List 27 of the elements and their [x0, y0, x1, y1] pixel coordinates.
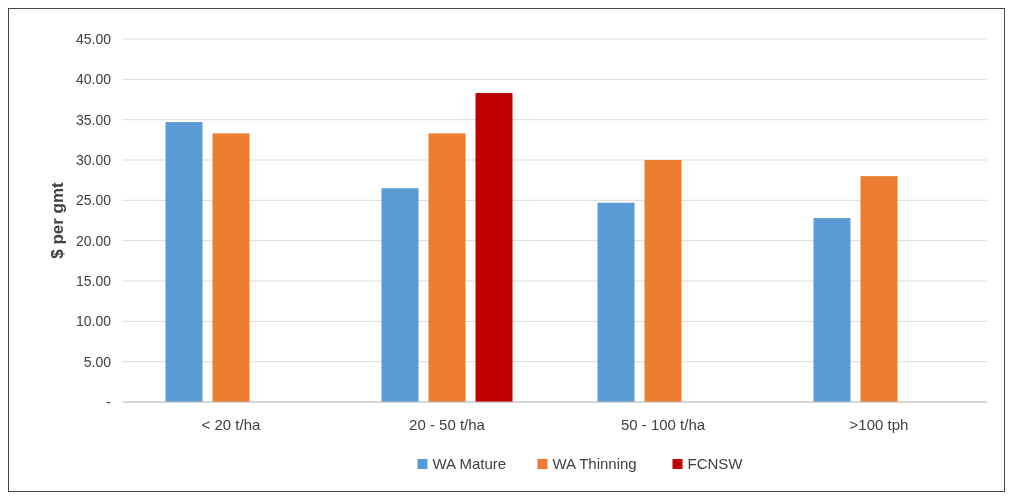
y-tick-label: 30.00: [75, 151, 112, 168]
y-tick-label: 10.00: [75, 313, 112, 330]
y-axis-title: $ per gmt: [48, 181, 67, 259]
x-tick-label: < 20 t/ha: [201, 416, 262, 433]
bar: [165, 122, 203, 402]
bar: [644, 160, 682, 402]
y-tick-label: 45.00: [75, 30, 112, 47]
y-tick-label: 5.00: [83, 353, 112, 370]
legend-label: FCNSW: [687, 455, 744, 473]
legend-label: WA Mature: [432, 455, 507, 473]
y-tick-label: 20.00: [75, 232, 112, 249]
y-tick-label: 35.00: [75, 111, 112, 128]
legend-label: WA Thinning: [552, 455, 637, 473]
bar: [597, 202, 635, 402]
bar: [860, 176, 898, 402]
bar: [212, 133, 250, 402]
y-tick-label: 25.00: [75, 192, 112, 209]
y-tick-label: 40.00: [75, 71, 112, 88]
y-tick-label: -: [106, 393, 112, 410]
bar: [813, 218, 851, 402]
bar: [475, 93, 513, 402]
x-tick-label: >100 tph: [849, 416, 909, 433]
x-tick-label: 50 - 100 t/ha: [620, 416, 706, 433]
bar: [428, 133, 466, 402]
x-tick-label: 20 - 50 t/ha: [409, 416, 486, 433]
bar: [381, 188, 419, 402]
y-tick-label: 15.00: [75, 272, 112, 289]
